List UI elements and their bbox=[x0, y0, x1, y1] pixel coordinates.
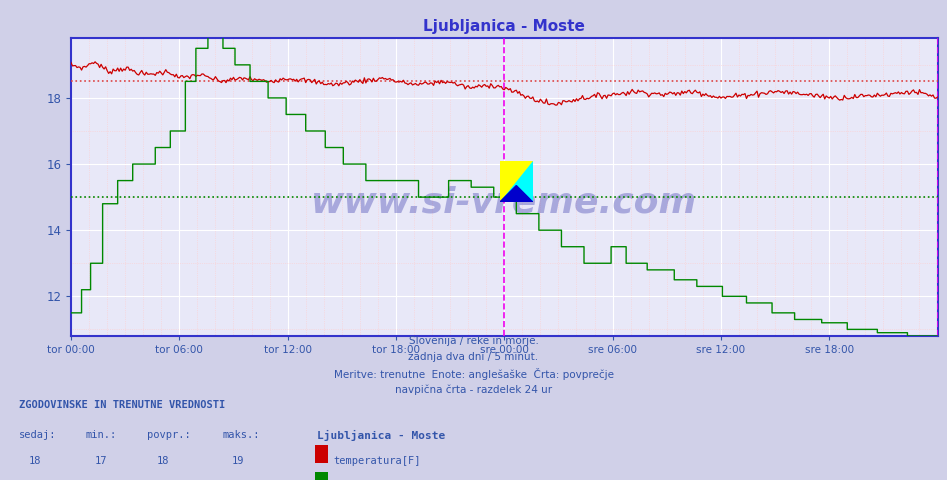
Text: sedaj:: sedaj: bbox=[19, 430, 57, 440]
Text: ZGODOVINSKE IN TRENUTNE VREDNOSTI: ZGODOVINSKE IN TRENUTNE VREDNOSTI bbox=[19, 400, 225, 410]
Polygon shape bbox=[500, 161, 533, 202]
Text: temperatura[F]: temperatura[F] bbox=[333, 456, 420, 467]
Polygon shape bbox=[500, 161, 533, 202]
Text: 17: 17 bbox=[95, 456, 107, 467]
Text: zadnja dva dni / 5 minut.: zadnja dva dni / 5 minut. bbox=[408, 352, 539, 362]
Text: Slovenija / reke in morje.: Slovenija / reke in morje. bbox=[408, 336, 539, 346]
Text: 19: 19 bbox=[232, 456, 244, 467]
Text: maks.:: maks.: bbox=[223, 430, 260, 440]
Bar bbox=[315, 444, 328, 463]
Text: 18: 18 bbox=[156, 456, 169, 467]
Text: www.si-vreme.com: www.si-vreme.com bbox=[312, 185, 697, 219]
Polygon shape bbox=[500, 186, 533, 202]
Text: min.:: min.: bbox=[85, 430, 116, 440]
Text: 18: 18 bbox=[28, 456, 41, 467]
Text: povpr.:: povpr.: bbox=[147, 430, 190, 440]
Title: Ljubljanica - Moste: Ljubljanica - Moste bbox=[423, 20, 585, 35]
Bar bbox=[315, 471, 328, 480]
Text: navpična črta - razdelek 24 ur: navpična črta - razdelek 24 ur bbox=[395, 384, 552, 395]
Text: Ljubljanica - Moste: Ljubljanica - Moste bbox=[317, 430, 445, 441]
Text: Meritve: trenutne  Enote: anglešaške  Črta: povprečje: Meritve: trenutne Enote: anglešaške Črta… bbox=[333, 369, 614, 380]
